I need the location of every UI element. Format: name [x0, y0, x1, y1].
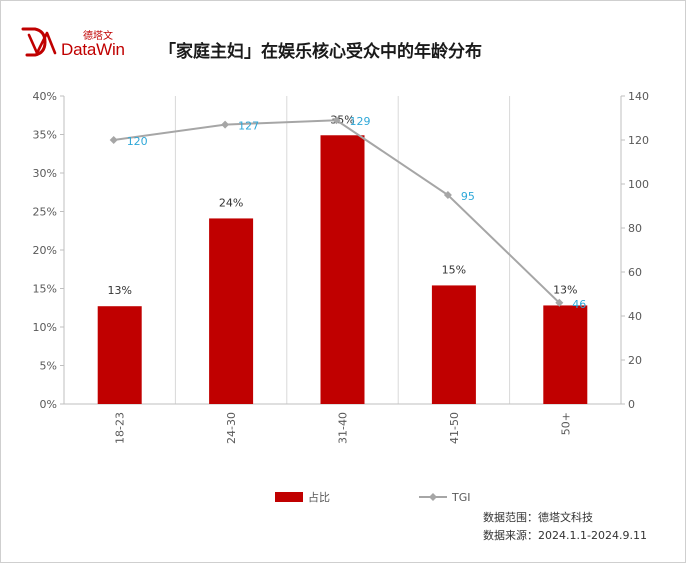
y-left-tick-label: 15%: [33, 283, 57, 296]
bar-value-label: 24%: [219, 196, 243, 209]
y-right-tick-label: 100: [628, 178, 649, 191]
tgi-point: [332, 116, 341, 125]
bar-value-label: 13%: [553, 283, 577, 296]
y-left-tick-label: 20%: [33, 244, 57, 257]
y-left-tick-label: 10%: [33, 321, 57, 334]
tgi-value-label: 46: [572, 298, 586, 311]
bar-value-label: 13%: [107, 284, 131, 297]
y-right-tick-label: 20: [628, 354, 642, 367]
tgi-value-label: 129: [350, 115, 371, 128]
bar-value-label: 15%: [442, 263, 466, 276]
tgi-point: [443, 191, 452, 199]
logo-english-text: DataWin: [61, 40, 125, 59]
tgi-point: [221, 120, 230, 129]
legend-marker-line: [429, 493, 437, 501]
y-right-tick-label: 80: [628, 222, 642, 235]
data-source-text: 数据来源：2024.1.1-2024.9.11: [483, 529, 647, 542]
y-right-tick-label: 120: [628, 134, 649, 147]
y-left-tick-label: 25%: [33, 206, 57, 219]
y-right-tick-label: 60: [628, 266, 642, 279]
y-left-tick-label: 35%: [33, 129, 57, 142]
datawin-logo: 德塔文 DataWin: [21, 25, 131, 65]
tgi-point: [555, 298, 564, 307]
x-tick-label: 18-23: [114, 412, 127, 444]
x-tick-label: 50+: [559, 412, 572, 435]
tgi-point: [109, 136, 118, 144]
bar-41-50: [431, 285, 476, 404]
tgi-value-label: 120: [127, 135, 148, 148]
legend-swatch-bar: [275, 492, 303, 502]
y-left-tick-label: 30%: [33, 167, 57, 180]
legend-label-line: TGI: [451, 491, 471, 504]
y-left-tick-label: 40%: [33, 90, 57, 103]
y-left-tick-label: 5%: [40, 360, 57, 373]
bar-24-30: [209, 218, 254, 404]
legend-label-bar: 占比: [308, 490, 330, 504]
tgi-value-label: 127: [238, 120, 259, 133]
logo-chinese-text: 德塔文: [83, 31, 113, 42]
datawin-logo-icon: [21, 27, 57, 57]
x-tick-label: 31-40: [337, 412, 350, 444]
y-left-tick-label: 0%: [40, 398, 57, 411]
x-tick-label: 24-30: [225, 412, 238, 444]
tgi-value-label: 95: [461, 190, 475, 203]
bar-50+: [543, 305, 588, 404]
bar-31-40: [320, 135, 365, 404]
bar-18-23: [97, 306, 142, 404]
data-scope-text: 数据范围：德塔文科技: [483, 511, 593, 524]
y-right-tick-label: 140: [628, 90, 649, 103]
y-right-tick-label: 0: [628, 398, 635, 411]
data-source-note: 数据范围：德塔文科技 数据来源：2024.1.1-2024.9.11: [483, 509, 647, 545]
x-tick-label: 41-50: [448, 412, 461, 444]
y-right-tick-label: 40: [628, 310, 642, 323]
chart-title: 「家庭主妇」在娱乐核心受众中的年龄分布: [159, 42, 482, 62]
